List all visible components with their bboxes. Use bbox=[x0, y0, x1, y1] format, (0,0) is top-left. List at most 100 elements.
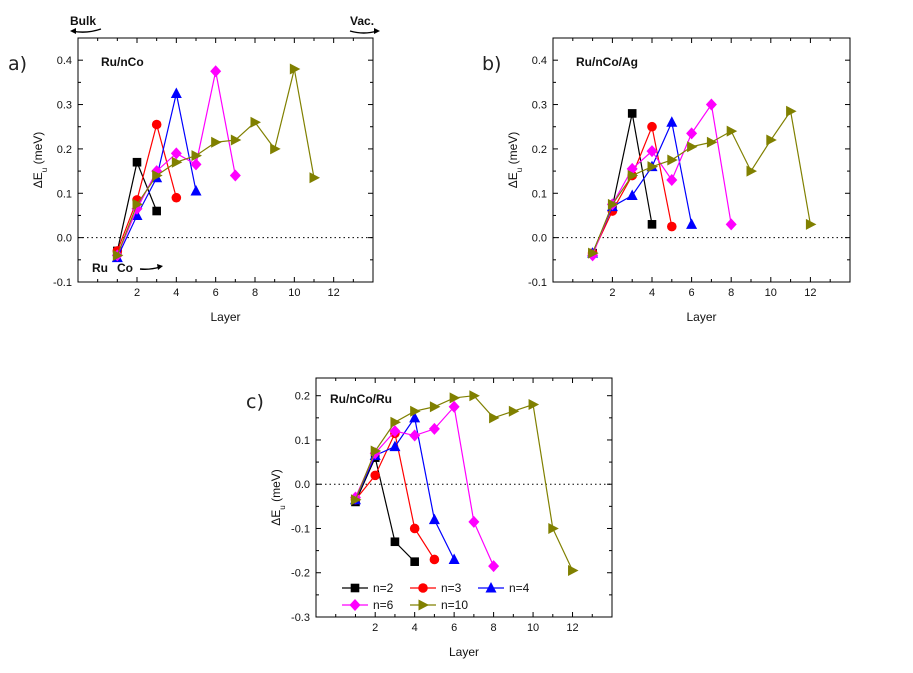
y-tick-label: 0.2 bbox=[295, 391, 310, 403]
data-point-n10 bbox=[746, 165, 757, 177]
x-tick-label: 12 bbox=[804, 287, 816, 299]
x-axis-label: Layer bbox=[449, 645, 479, 659]
data-point-n10 bbox=[687, 141, 698, 153]
legend-item-n2: n=2 bbox=[342, 581, 394, 595]
series-line-n10 bbox=[354, 395, 574, 571]
data-point-n6 bbox=[666, 173, 678, 186]
x-tick-label: 6 bbox=[213, 287, 219, 299]
data-point-n6 bbox=[686, 127, 698, 140]
data-point-n10 bbox=[112, 249, 124, 261]
y-axis-label: ΔEu (meV) bbox=[269, 469, 287, 525]
data-point-n4 bbox=[409, 411, 421, 423]
data-point-n6 bbox=[646, 145, 658, 158]
data-point-n3 bbox=[429, 554, 440, 565]
y-axis-label: ΔEu (meV) bbox=[31, 132, 49, 188]
y-tick-label: 0.0 bbox=[532, 233, 547, 245]
x-tick-label: 2 bbox=[372, 622, 378, 634]
panel-title: Ru/nCo/Ru bbox=[330, 392, 392, 406]
legend-item-n6: n=6 bbox=[342, 598, 394, 612]
data-point-n10 bbox=[469, 390, 480, 402]
data-point-n10 bbox=[528, 399, 540, 411]
data-point-n10 bbox=[270, 143, 281, 155]
vac-arrow-icon bbox=[349, 30, 378, 34]
x-tick-label: 10 bbox=[288, 287, 300, 299]
y-axis-label: ΔEu (meV) bbox=[506, 132, 524, 188]
y-tick-label: 0.2 bbox=[532, 144, 547, 156]
data-point-n10 bbox=[132, 198, 143, 210]
data-point-n6 bbox=[705, 98, 717, 111]
data-point-n10 bbox=[449, 392, 461, 404]
y-tick-label: -0.1 bbox=[528, 277, 547, 289]
bulk-arrowhead-icon bbox=[70, 28, 76, 34]
data-point-n10 bbox=[370, 445, 382, 457]
x-tick-label: 12 bbox=[566, 622, 578, 634]
chart-panel-3: 2 4 6 8 10 12 -0.3 -0.2 -0.1 0.0 0.1 0.2 Layer ΔEu (m… bbox=[246, 377, 613, 659]
data-point-n6 bbox=[725, 218, 737, 231]
x-tick-label: 10 bbox=[527, 622, 539, 634]
y-tick-label: 0.1 bbox=[295, 435, 310, 447]
data-point-n10 bbox=[230, 134, 242, 146]
series-line-n2 bbox=[354, 455, 416, 563]
x-tick-label: 2 bbox=[609, 287, 615, 299]
data-point-n10 bbox=[548, 522, 559, 534]
y-axis-label-symbol: ΔE bbox=[31, 172, 45, 188]
series-line-n6 bbox=[592, 102, 732, 256]
y-tick-label: 0.1 bbox=[532, 188, 547, 200]
data-point-n10 bbox=[489, 412, 500, 424]
data-point-n6 bbox=[190, 158, 202, 171]
y-axis-label-unit: (meV) bbox=[269, 469, 283, 505]
x-axis-label: Layer bbox=[210, 310, 240, 324]
y-axis-label-symbol: ΔE bbox=[269, 510, 283, 526]
data-point-n10 bbox=[211, 136, 222, 148]
y-tick-label: 0.4 bbox=[57, 55, 72, 67]
y-tick-label: 0.4 bbox=[532, 55, 547, 67]
x-tick-label: 12 bbox=[328, 287, 340, 299]
data-point-n4 bbox=[448, 553, 460, 564]
legend-marker bbox=[350, 583, 360, 593]
x-tick-label: 8 bbox=[728, 287, 734, 299]
y-tick-label: 0.2 bbox=[57, 144, 72, 156]
data-point-n4 bbox=[686, 218, 698, 229]
data-point-n6 bbox=[488, 560, 500, 573]
annotation-ru: Ru bbox=[92, 261, 108, 275]
data-point-n4 bbox=[170, 87, 182, 98]
co-arrowhead-icon bbox=[157, 264, 163, 270]
y-axis-label-symbol: ΔE bbox=[506, 172, 520, 188]
annotation-vac: Vac. bbox=[350, 14, 374, 28]
data-point-n3 bbox=[171, 192, 182, 203]
y-axis-label-unit: (meV) bbox=[506, 132, 520, 168]
y-tick-label: 0.3 bbox=[57, 100, 72, 112]
series-line-n4 bbox=[592, 120, 693, 254]
data-point-n2 bbox=[647, 220, 657, 229]
data-point-n10 bbox=[250, 116, 261, 128]
legend-label: n=6 bbox=[373, 598, 394, 612]
x-tick-label: 6 bbox=[689, 287, 695, 299]
legend-marker bbox=[349, 599, 361, 611]
data-point-n6 bbox=[170, 147, 182, 160]
legend-marker bbox=[418, 583, 428, 593]
data-point-n10 bbox=[410, 405, 421, 417]
panel-label: b) bbox=[482, 53, 501, 75]
annotation-bulk: Bulk bbox=[70, 14, 96, 28]
y-tick-label: 0.0 bbox=[295, 479, 310, 491]
data-point-n10 bbox=[191, 150, 202, 162]
panel-label: c) bbox=[246, 391, 264, 413]
data-point-n3 bbox=[647, 121, 657, 132]
legend-marker bbox=[418, 599, 429, 611]
data-point-n6 bbox=[210, 65, 222, 78]
data-point-n10 bbox=[588, 247, 599, 259]
data-point-n4 bbox=[626, 189, 638, 200]
legend-label: n=4 bbox=[509, 581, 530, 595]
data-point-n10 bbox=[805, 218, 817, 230]
data-point-n2 bbox=[152, 206, 161, 216]
chart-panel-1: 2 4 6 8 10 12 -0.1 0.0 0.1 0.2 0.3 0.4 Layer ΔEu (meV… bbox=[8, 14, 380, 324]
series-line-n3 bbox=[116, 122, 177, 252]
legend-label: n=2 bbox=[373, 581, 394, 595]
x-tick-label: 8 bbox=[252, 287, 258, 299]
series-line-n6 bbox=[354, 405, 495, 567]
y-tick-label: -0.1 bbox=[53, 277, 72, 289]
series-line-n4 bbox=[354, 416, 455, 560]
data-point-n3 bbox=[409, 523, 420, 534]
y-tick-label: 0.1 bbox=[57, 188, 72, 200]
